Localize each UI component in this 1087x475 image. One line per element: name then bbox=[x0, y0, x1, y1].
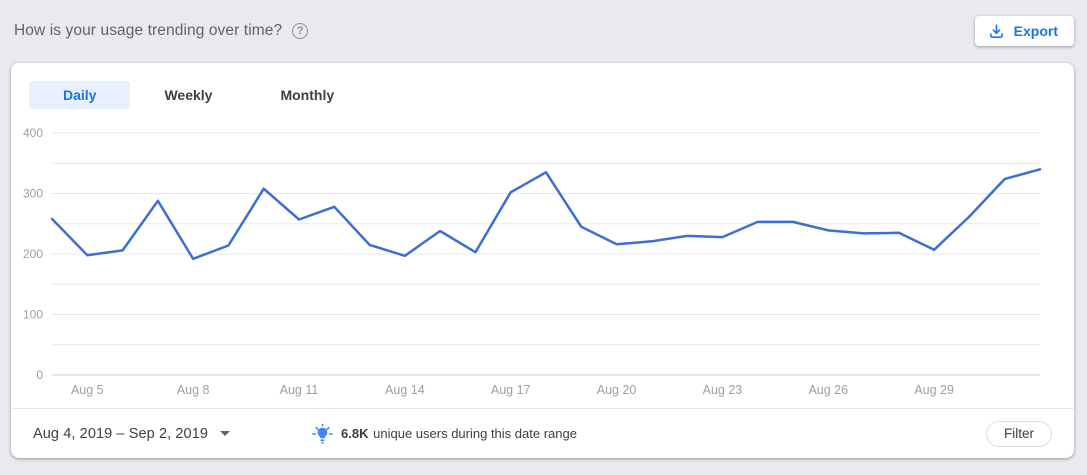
x-axis-tick-label: Aug 29 bbox=[914, 383, 954, 397]
x-axis-tick-label: Aug 23 bbox=[703, 383, 743, 397]
card-footer: Aug 4, 2019 – Sep 2, 2019 bbox=[11, 408, 1074, 458]
insight-callout: 6.8K unique users during this date range bbox=[312, 423, 577, 445]
x-axis-tick-label: Aug 17 bbox=[491, 383, 531, 397]
download-icon bbox=[988, 23, 1005, 40]
insight-text: 6.8K unique users during this date range bbox=[341, 426, 577, 441]
tab-daily[interactable]: Daily bbox=[29, 81, 131, 109]
x-axis-tick-label: Aug 11 bbox=[280, 383, 319, 397]
y-axis-tick-label: 300 bbox=[23, 187, 43, 201]
date-range-label: Aug 4, 2019 – Sep 2, 2019 bbox=[33, 425, 209, 442]
insight-description: unique users during this date range bbox=[373, 426, 577, 441]
x-axis-tick-label: Aug 5 bbox=[71, 383, 104, 397]
tab-monthly[interactable]: Monthly bbox=[280, 87, 335, 103]
y-axis-tick-label: 400 bbox=[23, 126, 43, 140]
insight-value: 6.8K bbox=[341, 426, 369, 441]
granularity-tabs: Daily Weekly Monthly bbox=[29, 81, 368, 109]
chevron-down-icon bbox=[220, 431, 231, 436]
x-axis-tick-label: Aug 20 bbox=[597, 383, 637, 397]
usage-card: Daily Weekly Monthly 0 100 200 300 400 Aug 5 A… bbox=[11, 63, 1074, 458]
y-axis-tick-label: 100 bbox=[23, 308, 43, 322]
usage-series-line bbox=[50, 168, 1042, 261]
help-icon[interactable]: ? bbox=[292, 23, 309, 39]
usage-line-chart: 0 100 200 300 400 Aug 5 Aug 8 Aug 11 Aug 14 Aug 1… bbox=[11, 113, 1074, 408]
x-axis-tick-label: Aug 8 bbox=[177, 383, 210, 397]
y-axis-tick-label: 200 bbox=[23, 247, 43, 261]
y-axis-tick-label: 0 bbox=[36, 368, 43, 382]
x-axis-tick-label: Aug 26 bbox=[808, 383, 848, 397]
x-axis-tick-label: Aug 14 bbox=[385, 383, 425, 397]
tab-weekly[interactable]: Weekly bbox=[164, 87, 213, 103]
export-button-label: Export bbox=[1013, 23, 1058, 39]
filter-button[interactable]: Filter bbox=[986, 420, 1052, 447]
page-title: How is your usage trending over time? bbox=[14, 22, 283, 39]
page-header: How is your usage trending over time? ? … bbox=[0, 0, 1087, 62]
date-range-selector[interactable]: Aug 4, 2019 – Sep 2, 2019 bbox=[33, 425, 231, 442]
export-button[interactable]: Export bbox=[974, 16, 1074, 46]
lightbulb-icon bbox=[312, 423, 333, 445]
